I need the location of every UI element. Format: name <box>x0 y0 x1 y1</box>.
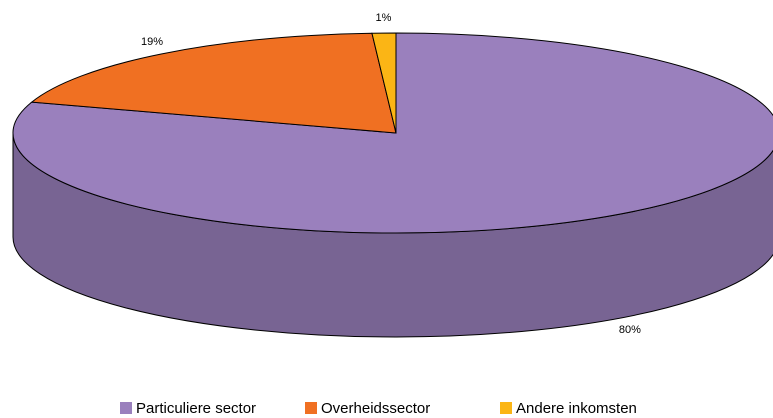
data-label: 19% <box>141 36 163 48</box>
legend-label: Particuliere sector <box>136 400 256 417</box>
data-label: 1% <box>376 12 392 24</box>
legend-label: Overheidssector <box>321 400 430 417</box>
pie-slice <box>371 32 397 134</box>
legend-label: Andere inkomsten <box>516 400 637 417</box>
data-label: 80% <box>619 324 641 336</box>
legend-swatch <box>120 402 132 414</box>
pie-slice <box>30 32 397 134</box>
legend-swatch <box>500 402 512 414</box>
legend-swatch <box>305 402 317 414</box>
